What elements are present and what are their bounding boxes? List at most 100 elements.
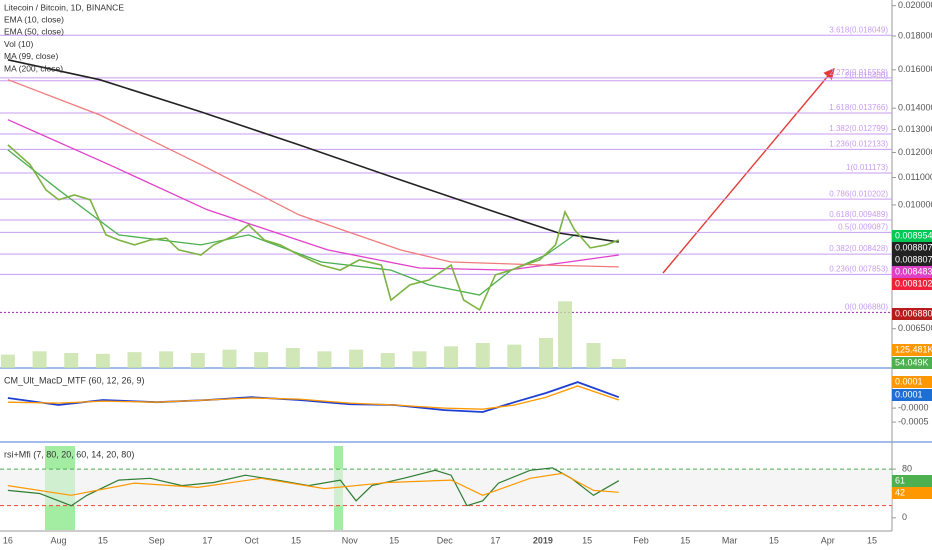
volume-bar xyxy=(317,351,332,368)
volume-bar xyxy=(190,353,205,368)
fib-level-label: 0.382(0.008428) xyxy=(829,244,888,253)
fib-level-label: 1.382(0.012799) xyxy=(829,124,888,133)
x-tick-label: 15 xyxy=(98,535,108,545)
value-badge xyxy=(892,278,932,290)
volume-bar xyxy=(586,343,601,368)
volume-bar xyxy=(95,353,110,368)
volume-bar xyxy=(380,353,395,368)
y-tick-label: 0.018000 xyxy=(898,30,932,40)
value-badge xyxy=(892,357,932,369)
volume-bar xyxy=(349,349,364,368)
fib-level-label: 0.618(0.009489) xyxy=(829,210,888,219)
series-line xyxy=(7,144,620,312)
volume-bar xyxy=(507,344,522,368)
volume-bar xyxy=(0,354,15,368)
value-badge xyxy=(892,242,932,254)
x-tick-label: 15 xyxy=(680,535,690,545)
volume-bar xyxy=(285,348,300,368)
value-badge-label: 0.008102 xyxy=(895,278,932,288)
legend-entry: EMA (10, close) xyxy=(4,14,64,24)
volume-bar xyxy=(475,343,490,368)
fib-level-label: 2.272(0.015558) xyxy=(829,68,888,77)
x-tick-label: Mar xyxy=(722,535,738,545)
fib-level-label: 1(0.011173) xyxy=(846,163,888,172)
x-tick-label: Dec xyxy=(437,535,454,545)
legend-entry: Vol (10) xyxy=(4,39,33,49)
y-tick-label: 0.013000 xyxy=(898,124,932,134)
fib-level-label: 2(0.015400) xyxy=(845,71,888,80)
annotation-arrow xyxy=(662,67,835,274)
x-tick-label: Aug xyxy=(51,535,67,545)
value-badge xyxy=(892,344,932,356)
value-badge-label: 0.0001 xyxy=(895,389,923,399)
value-badge-label: 125.481K xyxy=(895,344,932,354)
value-badge-label: 0.0001 xyxy=(895,376,923,386)
y-tick-label: -0.0005 xyxy=(898,416,929,426)
level-band xyxy=(0,469,892,506)
y-tick-label: 0.011000 xyxy=(898,172,932,182)
volume-bar xyxy=(611,358,626,368)
fib-level-label: 3.618(0.018049) xyxy=(829,25,888,34)
chart-title: Litecoin / Bitcoin, 1D, BINANCE xyxy=(4,2,124,12)
volume-bar xyxy=(32,351,47,368)
value-badge xyxy=(892,376,932,388)
volume-bar xyxy=(412,351,427,368)
volume-bar xyxy=(159,351,174,368)
pane-title: rsi+Mfi (7, 80, 20, 60, 14, 20, 80) xyxy=(4,449,134,459)
y-tick-label: 0.012000 xyxy=(898,147,932,157)
value-badge-label: 0.008483 xyxy=(895,266,932,276)
legend-entry: MA (200, close) xyxy=(4,63,63,73)
value-badge-label: 0.008807 xyxy=(895,254,932,264)
volume-bar xyxy=(444,346,459,368)
pane-title: CM_Ult_MacD_MTF (60, 12, 26, 9) xyxy=(4,375,145,385)
volume-bar xyxy=(222,349,237,368)
fib-level-label: 1.618(0.013766) xyxy=(829,103,888,112)
x-tick-label: Feb xyxy=(633,535,649,545)
series-line xyxy=(7,385,620,410)
series-line xyxy=(7,472,619,496)
y-tick-label: 80 xyxy=(902,464,912,474)
fib-level-label: 0.5(0.009087) xyxy=(838,223,888,232)
legend-entry: EMA (50, close) xyxy=(4,27,64,37)
fib-level-label: 0.236(0.007853) xyxy=(829,264,888,273)
x-tick-label: 17 xyxy=(490,535,500,545)
fib-level-label: 0(0.006880) xyxy=(845,303,888,312)
x-tick-label: Nov xyxy=(342,535,359,545)
value-badge xyxy=(892,487,932,499)
x-tick-label: 15 xyxy=(769,535,779,545)
value-badge-label: 61 xyxy=(895,475,905,485)
x-tick-label: 15 xyxy=(582,535,592,545)
volume-bar xyxy=(558,301,573,368)
series-line xyxy=(7,79,619,268)
value-badge xyxy=(892,254,932,266)
legend-entry: MA (99, close) xyxy=(4,51,58,61)
value-badge-label: 0.008954 xyxy=(895,230,932,240)
x-tick-label: Apr xyxy=(821,535,835,545)
value-badge xyxy=(892,266,932,278)
value-badge xyxy=(892,475,932,487)
series-line xyxy=(7,119,619,271)
x-tick-label: 15 xyxy=(389,535,399,545)
fib-level-label: 1.236(0.012133) xyxy=(829,139,888,148)
value-badge-label: 0.006880 xyxy=(895,308,932,318)
value-badge xyxy=(892,230,932,242)
y-tick-label: 0.016000 xyxy=(898,64,932,74)
x-tick-label: 15 xyxy=(867,535,877,545)
volume-bar xyxy=(64,353,79,368)
x-tick-label: 17 xyxy=(202,535,212,545)
x-tick-label: Oct xyxy=(245,535,260,545)
volume-bar xyxy=(127,352,142,368)
fib-level-label: 0.786(0.010202) xyxy=(829,189,888,198)
x-tick-label: Sep xyxy=(149,535,165,545)
series-line xyxy=(7,59,619,243)
x-tick-label: 2019 xyxy=(533,535,553,545)
y-tick-label: 0.020000 xyxy=(898,0,932,10)
x-tick-label: 16 xyxy=(3,535,13,545)
value-badge-label: 42 xyxy=(895,487,905,497)
y-tick-label: 0.006500 xyxy=(898,323,932,333)
volume-bar xyxy=(254,352,269,368)
y-tick-label: 0.014000 xyxy=(898,103,932,113)
y-tick-label: 0.010000 xyxy=(898,199,932,209)
y-tick-label: 0 xyxy=(902,512,907,522)
